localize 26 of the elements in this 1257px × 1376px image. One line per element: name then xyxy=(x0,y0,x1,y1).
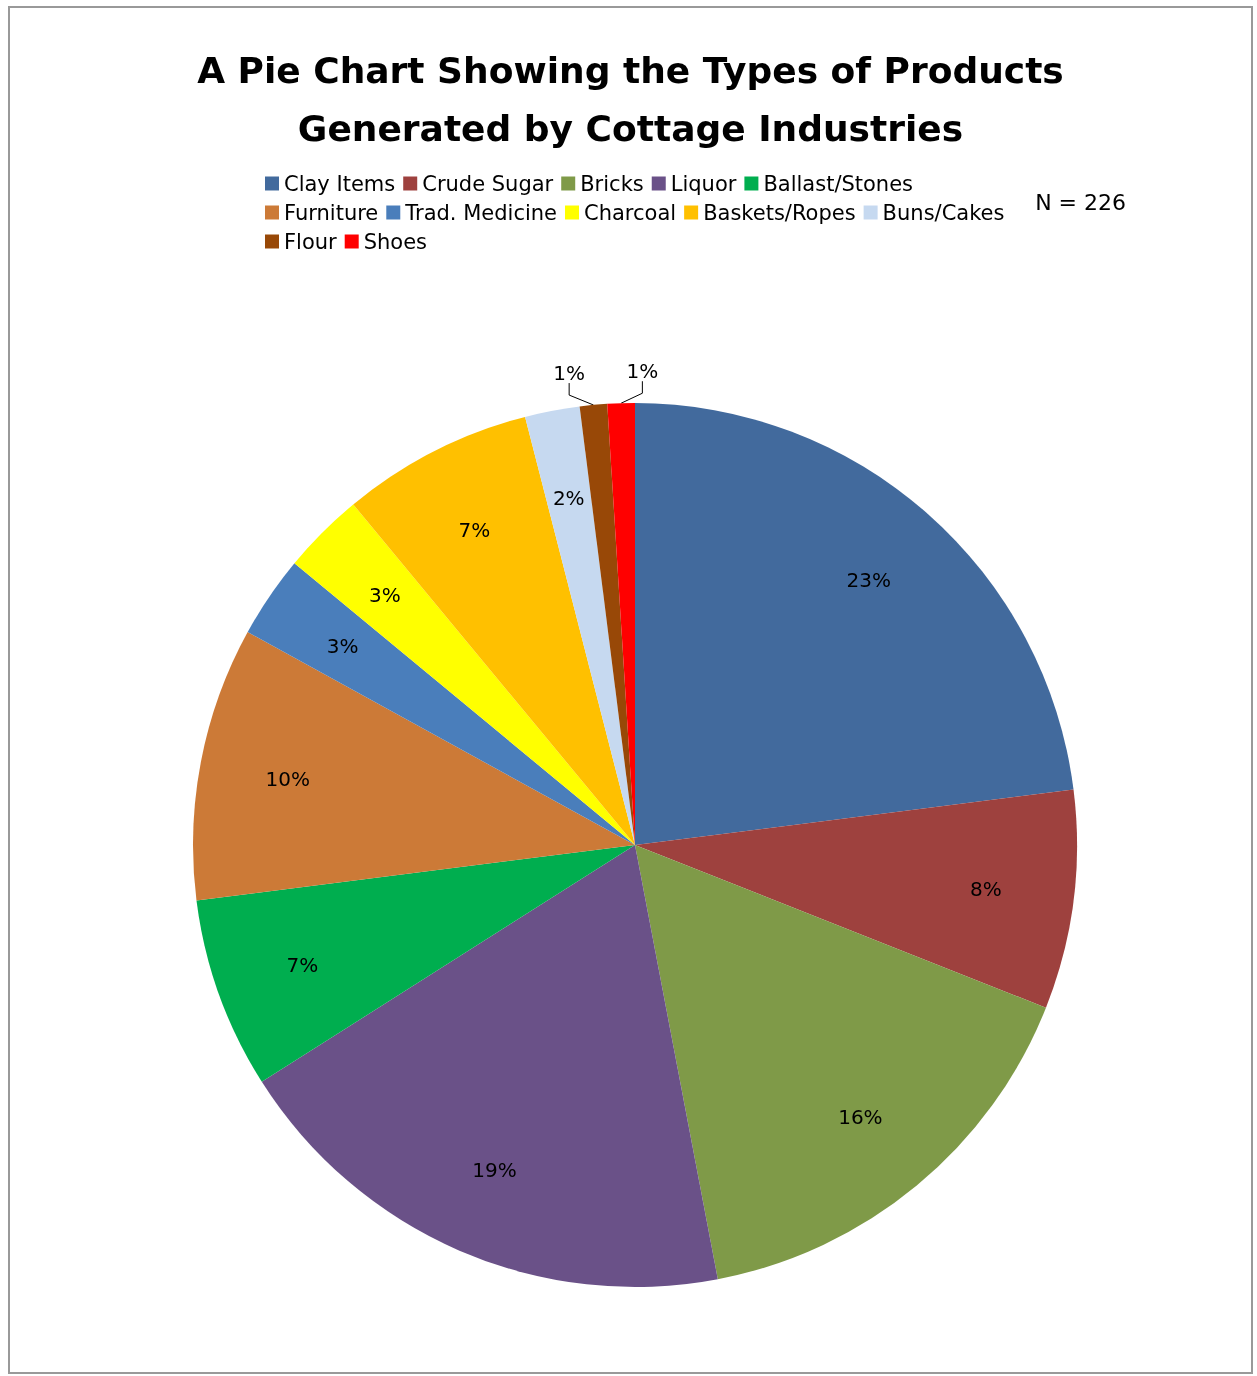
data-label: 1% xyxy=(626,359,659,384)
legend-label: Shoes xyxy=(363,229,428,254)
chart-title: A Pie Chart Showing the Types of Products Generated by Cottage Industries xyxy=(197,49,1064,149)
legend-label: Clay Items xyxy=(284,171,396,196)
legend-label: Trad. Medicine xyxy=(404,200,558,225)
data-label: 16% xyxy=(838,1105,883,1130)
legend-label: Bricks xyxy=(580,171,644,196)
legend-label: Flour xyxy=(284,229,338,254)
legend-label: Buns/Cakes xyxy=(882,200,1005,225)
data-label: 8% xyxy=(969,877,1002,902)
legend-label: Baskets/Ropes xyxy=(703,200,856,225)
legend-label: Charcoal xyxy=(584,200,677,225)
legend-label: Crude Sugar xyxy=(422,171,554,196)
data-label: 2% xyxy=(552,485,585,510)
data-label: 7% xyxy=(458,517,491,542)
data-label: 1% xyxy=(553,361,586,386)
data-label: 19% xyxy=(472,1157,517,1182)
legend-label: Ballast/Stones xyxy=(763,171,914,196)
data-label: 3% xyxy=(369,582,401,607)
legend-label: Furniture xyxy=(284,200,379,225)
legend-label: Liquor xyxy=(670,171,737,196)
data-label: 3% xyxy=(326,634,359,659)
text: N = 226 xyxy=(1035,189,1127,215)
data-label: 23% xyxy=(846,567,892,592)
data-label: 10% xyxy=(265,766,310,791)
data-label: 7% xyxy=(286,952,319,977)
